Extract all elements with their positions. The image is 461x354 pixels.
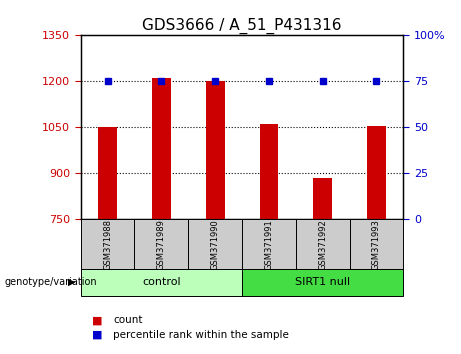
Bar [296, 219, 349, 269]
Text: control: control [142, 277, 181, 287]
Text: count: count [113, 315, 142, 325]
Text: GSM371991: GSM371991 [265, 219, 273, 270]
Bar [206, 81, 225, 219]
Text: percentile rank within the sample: percentile rank within the sample [113, 330, 289, 339]
Text: SIRT1 null: SIRT1 null [295, 277, 350, 287]
Text: GSM371992: GSM371992 [318, 219, 327, 270]
Text: genotype/variation: genotype/variation [5, 277, 97, 287]
Bar [81, 219, 135, 269]
Text: GSM371993: GSM371993 [372, 219, 381, 270]
Text: ■: ■ [92, 315, 103, 325]
Text: ▶: ▶ [68, 277, 75, 287]
Text: GSM371990: GSM371990 [211, 219, 219, 270]
Bar [152, 78, 171, 219]
Title: GDS3666 / A_51_P431316: GDS3666 / A_51_P431316 [142, 18, 342, 34]
Bar [367, 126, 386, 219]
Bar [313, 178, 332, 219]
Bar [135, 219, 188, 269]
Bar [98, 127, 117, 219]
Bar [188, 219, 242, 269]
Bar [81, 269, 242, 296]
Bar [242, 219, 296, 269]
Text: GSM371988: GSM371988 [103, 219, 112, 270]
Bar [260, 124, 278, 219]
Bar [349, 219, 403, 269]
Text: GSM371989: GSM371989 [157, 219, 166, 270]
Text: ■: ■ [92, 330, 103, 339]
Bar [242, 269, 403, 296]
